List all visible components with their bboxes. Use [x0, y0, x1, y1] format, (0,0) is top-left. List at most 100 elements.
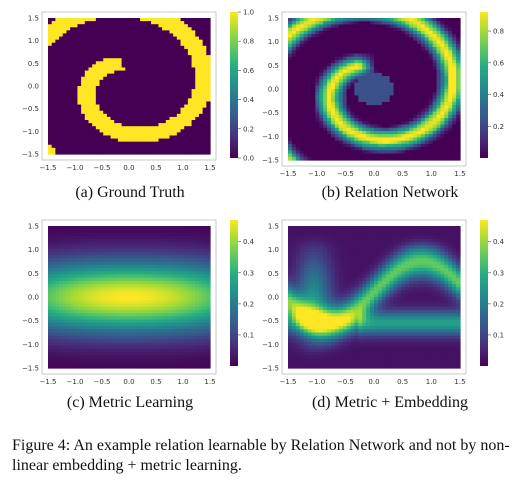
heatmap-cell	[456, 101, 461, 106]
heatmap-cell	[338, 134, 344, 139]
heatmap-cell	[206, 18, 211, 22]
heatmap-cell	[440, 53, 445, 58]
heatmap-cell	[95, 45, 101, 50]
heatmap-cell	[444, 50, 449, 55]
heatmap-cell	[77, 76, 82, 81]
heatmap-cell	[70, 86, 75, 90]
heatmap-cell	[432, 124, 438, 129]
heatmap-cell	[125, 264, 130, 269]
heatmap-cell	[143, 73, 149, 78]
heatmap-cell	[140, 24, 145, 28]
heatmap-cell	[195, 147, 200, 152]
heatmap-cell	[147, 64, 152, 69]
heatmap-cell	[95, 284, 101, 288]
heatmap-cell	[331, 34, 336, 38]
heatmap-cell	[401, 89, 406, 93]
heatmap-cell	[88, 335, 93, 340]
heatmap-cell	[180, 86, 185, 90]
heatmap-cell	[59, 98, 64, 103]
heatmap-cell	[331, 27, 336, 32]
heatmap-cell	[140, 42, 145, 47]
heatmap-cell	[350, 108, 356, 113]
heatmap-cell	[95, 67, 101, 72]
heatmap-cell	[77, 48, 82, 53]
heatmap-cell	[103, 274, 108, 279]
heatmap-cell	[354, 127, 359, 132]
heatmap-cell	[77, 104, 82, 109]
heatmap-cell	[295, 24, 301, 29]
heatmap-cell	[77, 113, 82, 118]
heatmap-cell	[405, 53, 410, 58]
heatmap-cell	[342, 53, 348, 58]
heatmap-cell	[59, 104, 64, 109]
heatmap-cell	[354, 79, 359, 84]
heatmap-cell	[374, 59, 379, 64]
heatmap-cell	[103, 248, 108, 253]
heatmap-cell	[51, 141, 56, 146]
heatmap-cell	[147, 101, 152, 106]
heatmap-cell	[51, 73, 56, 78]
heatmap-cell	[362, 66, 367, 71]
heatmap-cell	[84, 21, 90, 25]
heatmap-cell	[350, 69, 356, 74]
heatmap-cell	[334, 43, 340, 48]
heatmap-cell	[48, 98, 53, 103]
heatmap-cell	[162, 135, 167, 140]
heatmap-cell	[176, 144, 182, 149]
heatmap-cell	[73, 36, 79, 41]
heatmap-cell	[136, 27, 141, 31]
heatmap-cell	[55, 110, 60, 115]
heatmap-cell	[436, 37, 442, 42]
heatmap-cell	[81, 309, 86, 314]
heatmap-cell	[303, 63, 309, 68]
heatmap-cell	[81, 229, 86, 234]
heatmap-cell	[143, 67, 149, 72]
heatmap-cell	[59, 332, 64, 337]
heatmap-cell	[176, 104, 182, 109]
heatmap-cell	[51, 271, 56, 276]
y-tick-label: −1.0	[262, 133, 279, 141]
heatmap-cell	[114, 335, 119, 340]
heatmap-cell	[307, 124, 313, 129]
heatmap-cell	[70, 361, 75, 366]
heatmap-cell	[436, 101, 442, 106]
heatmap-cell	[323, 140, 328, 145]
heatmap-cell	[401, 82, 406, 87]
heatmap-cell	[195, 138, 200, 143]
heatmap-cell	[136, 107, 141, 112]
heatmap-cell	[114, 274, 119, 279]
heatmap-cell	[198, 113, 204, 118]
heatmap-cell	[334, 24, 340, 29]
heatmap-cell	[389, 124, 395, 129]
heatmap-cell	[362, 37, 367, 42]
heatmap-cell	[436, 153, 442, 158]
heatmap-cell	[136, 61, 141, 65]
heatmap-cell	[409, 137, 414, 142]
heatmap-cell	[323, 43, 328, 48]
heatmap-cell	[103, 73, 108, 78]
heatmap-cell	[117, 345, 123, 350]
heatmap-cell	[70, 351, 75, 356]
heatmap-cell	[59, 39, 64, 44]
heatmap-cell	[413, 63, 418, 68]
heatmap-cell	[198, 24, 204, 28]
heatmap-cell	[420, 153, 426, 158]
heatmap-cell	[125, 82, 130, 87]
heatmap-cell	[295, 69, 301, 74]
heatmap-cell	[77, 147, 82, 152]
heatmap-cell	[350, 18, 356, 22]
heatmap-cell	[389, 114, 395, 119]
heatmap-cell	[191, 36, 196, 41]
heatmap-cell	[354, 24, 359, 29]
heatmap-cell	[88, 300, 93, 305]
heatmap-cell	[114, 110, 119, 115]
heatmap-cell	[206, 45, 211, 50]
heatmap-cell	[129, 76, 134, 81]
heatmap-cell	[409, 66, 414, 71]
heatmap-cell	[202, 150, 207, 155]
heatmap-cell	[73, 280, 79, 285]
heatmap-cell	[99, 79, 104, 84]
heatmap-cell	[350, 21, 356, 26]
heatmap-cell	[334, 63, 340, 68]
heatmap-cell	[151, 110, 156, 115]
